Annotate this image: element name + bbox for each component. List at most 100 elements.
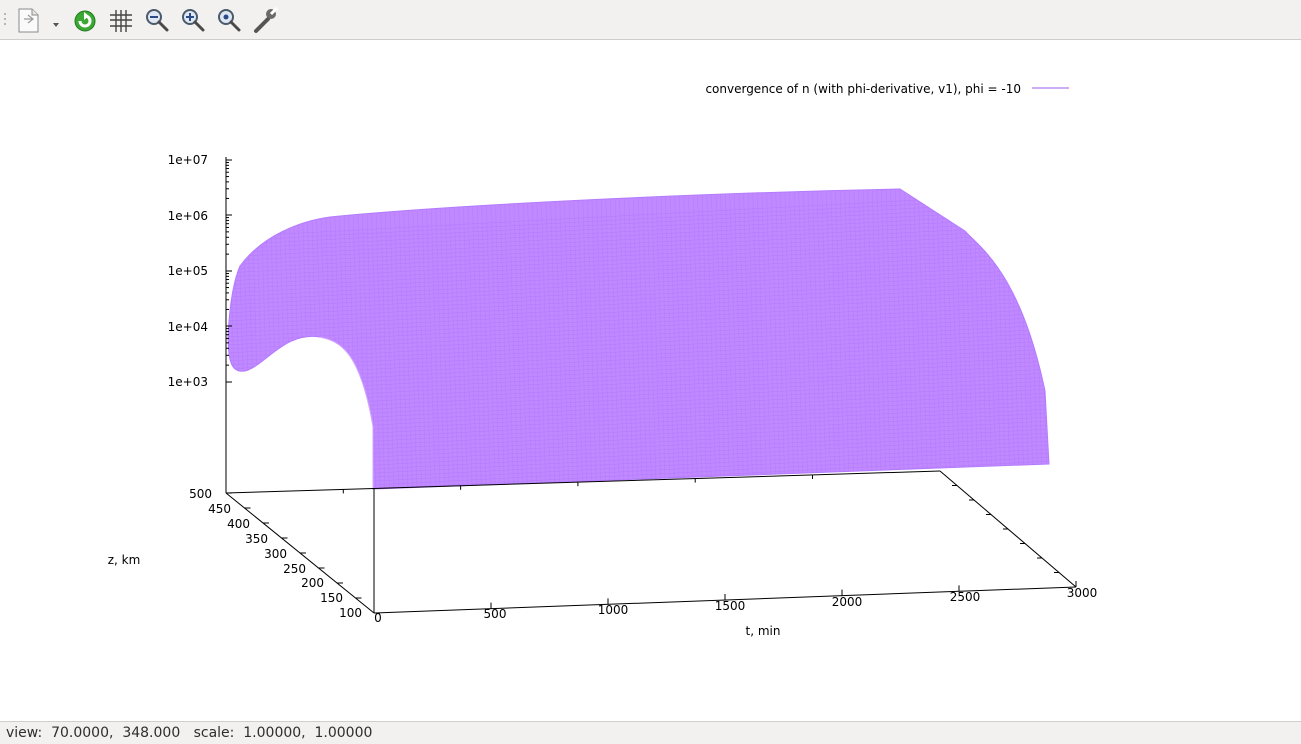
mesh-line (807, 189, 818, 489)
mesh-line (844, 189, 855, 489)
mesh-line (945, 189, 956, 489)
mesh-line (370, 189, 381, 489)
mesh-line (632, 189, 644, 489)
mesh-line (457, 189, 469, 489)
mesh-line (761, 189, 772, 489)
grid-icon[interactable] (106, 5, 136, 35)
x-tick-label: 2500 (950, 590, 981, 604)
mesh-line (600, 189, 611, 489)
mesh-line (903, 189, 915, 489)
mesh-line (228, 256, 1049, 302)
mesh-line (228, 284, 1049, 330)
mesh-line (462, 189, 473, 489)
y-axis-label: z, km (108, 553, 141, 567)
replot-icon[interactable] (70, 5, 100, 35)
toolbar-grip[interactable] (4, 13, 7, 27)
x-tick-label: 3000 (1067, 586, 1098, 600)
axis-ticks (226, 159, 1077, 614)
mesh-line (494, 189, 506, 489)
mesh-line (480, 189, 492, 489)
export-dropdown-icon[interactable] (46, 5, 66, 35)
mesh-line (729, 189, 740, 489)
legend: convergence of n (with phi-derivative, v… (705, 82, 1069, 96)
mesh-line (738, 189, 749, 489)
mesh-line (623, 189, 634, 489)
mesh-line (228, 276, 1049, 322)
mesh-line (834, 189, 846, 489)
mesh-line (917, 189, 929, 489)
mesh-line (228, 236, 1049, 282)
mesh-line (228, 216, 1049, 262)
x-tick-label: 500 (484, 607, 507, 621)
mesh-line (862, 189, 874, 489)
mesh-line (604, 189, 616, 489)
mesh-line (228, 244, 1049, 290)
y-tick-label: 100 (339, 606, 362, 620)
mesh-line (228, 232, 1049, 278)
surface-front-edge (319, 336, 374, 489)
mesh-line (416, 189, 427, 489)
mesh-line (228, 192, 1049, 238)
mesh-line (963, 189, 975, 489)
y-tick-label: 250 (283, 562, 306, 576)
mesh-line (379, 189, 391, 489)
mesh-line (692, 189, 703, 489)
status-bar: view: 70.0000, 348.000 scale: 1.00000, 1… (0, 722, 1301, 744)
mesh-line (228, 452, 1049, 489)
settings-wrench-icon[interactable] (250, 5, 280, 35)
mesh-line (425, 189, 437, 489)
mesh-line (641, 189, 653, 489)
mesh-line (549, 189, 561, 489)
mesh-line (784, 189, 795, 489)
mesh-line (476, 189, 487, 489)
zoom-fit-icon[interactable] (214, 5, 244, 35)
mesh-line (899, 189, 910, 489)
mesh-line (710, 189, 722, 489)
mesh-line (922, 189, 933, 489)
zoom-out-icon[interactable] (142, 5, 172, 35)
mesh-line (591, 189, 602, 489)
mesh-line (489, 189, 501, 489)
mesh-line (816, 189, 828, 489)
mesh-line (913, 189, 924, 489)
mesh-line (752, 189, 763, 489)
mesh-line (228, 220, 1049, 266)
mesh-line (407, 189, 418, 489)
mesh-line (706, 189, 717, 489)
mesh-line (388, 189, 400, 489)
y-tick-label: 450 (208, 502, 231, 516)
mesh-line (687, 189, 699, 489)
mesh-line (811, 189, 823, 489)
mesh-line (558, 189, 570, 489)
mesh-line (821, 189, 832, 489)
mesh-line (885, 189, 897, 489)
mesh-line (485, 189, 496, 489)
mesh-line (365, 189, 377, 489)
mesh-line (857, 189, 869, 489)
mesh-line (572, 189, 584, 489)
mesh-line (228, 228, 1049, 274)
mesh-line (660, 189, 671, 489)
export-icon[interactable] (14, 5, 44, 35)
mesh-line (228, 272, 1049, 318)
surface-plot: 1e+07 1e+06 1e+05 1e+04 1e+03 500 450 40… (108, 82, 1098, 638)
mesh-line (954, 189, 966, 489)
x-tick-label: 2000 (832, 595, 863, 609)
mesh-line (733, 189, 745, 489)
mesh-line (512, 189, 524, 489)
mesh-line (775, 189, 786, 489)
mesh-line (228, 240, 1049, 286)
mesh-line (756, 189, 768, 489)
mesh-line (568, 189, 579, 489)
legend-label: convergence of n (with phi-derivative, v… (705, 82, 1021, 96)
back-edge (225, 470, 941, 494)
mesh-line (770, 189, 782, 489)
plot-area[interactable]: 1e+07 1e+06 1e+05 1e+04 1e+03 500 450 40… (0, 41, 1301, 722)
mesh-line (742, 189, 754, 489)
zoom-in-icon[interactable] (178, 5, 208, 35)
mesh-line (655, 189, 667, 489)
mesh-line (228, 260, 1049, 306)
mesh-line (701, 189, 713, 489)
mesh-line (581, 189, 593, 489)
mesh-line (540, 189, 552, 489)
